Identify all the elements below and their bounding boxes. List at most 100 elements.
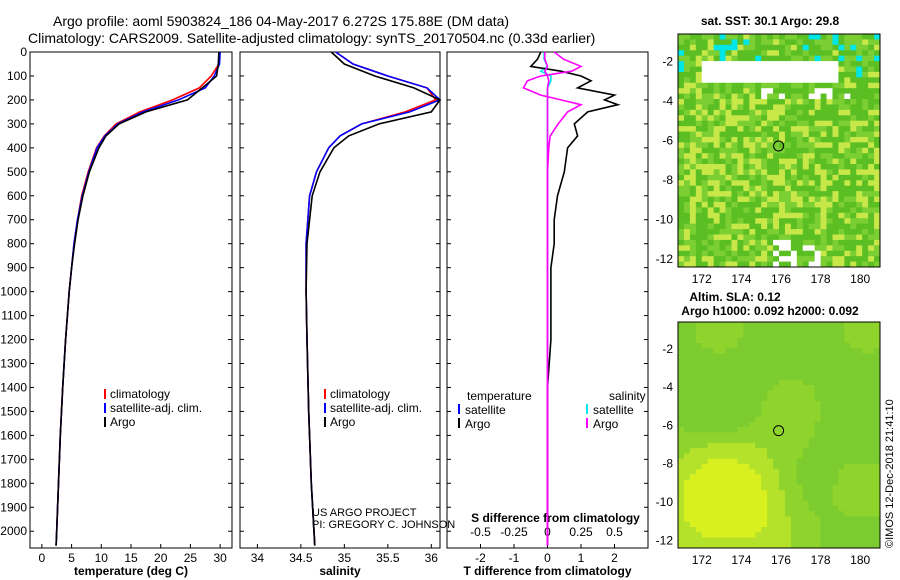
- map-cell: [678, 34, 685, 40]
- map-cell: [749, 537, 756, 544]
- map-cell: [707, 44, 715, 51]
- map-cell: [773, 348, 780, 355]
- map-cell: [725, 44, 732, 51]
- map-cell: [761, 453, 768, 460]
- map-cell: [784, 131, 792, 138]
- map-cell: [850, 136, 857, 143]
- map-cell: [695, 55, 703, 62]
- map-cell: [725, 88, 732, 95]
- map-cell: [850, 185, 857, 192]
- x-axis-label: temperature (deg C): [74, 564, 188, 578]
- map-cell: [749, 343, 756, 349]
- map-ytick-label: -12: [656, 533, 674, 547]
- map-cell: [808, 218, 816, 225]
- map-cell: [826, 395, 833, 402]
- map-cell: [868, 153, 875, 160]
- map-cell: [874, 442, 881, 449]
- map-cell: [856, 201, 863, 208]
- map-cell: [796, 164, 804, 170]
- map-cell: [689, 77, 697, 84]
- map-cell: [755, 66, 762, 73]
- map-cell: [773, 256, 780, 263]
- map-cell: [731, 223, 738, 230]
- map-frame: [677, 321, 881, 549]
- map-cell: [749, 34, 756, 40]
- map-cell: [678, 120, 685, 127]
- map-cell: [850, 332, 857, 339]
- map-cell: [773, 343, 780, 349]
- map-cell: [719, 432, 727, 439]
- map-cell: [850, 337, 857, 344]
- map-cell: [761, 126, 768, 133]
- map-cell: [695, 516, 703, 523]
- map-cell: [755, 343, 762, 349]
- map-cell: [737, 348, 744, 355]
- map-cell: [868, 50, 875, 57]
- map-cell: [784, 411, 792, 418]
- map-cell: [826, 400, 833, 407]
- map-cell: [862, 505, 869, 512]
- map-cell: [814, 191, 822, 198]
- map-cell: [796, 442, 804, 449]
- map-cell: [678, 66, 685, 73]
- map-cell: [808, 147, 816, 154]
- map-cell: [773, 395, 780, 402]
- map-cell: [850, 234, 857, 241]
- map-cell: [826, 34, 833, 40]
- map-cell: [820, 261, 828, 268]
- map-cell: [683, 71, 691, 78]
- map-cell: [796, 93, 804, 100]
- map-cell: [707, 250, 715, 257]
- map-cell: [856, 526, 863, 533]
- map-cell: [844, 82, 851, 89]
- map-cell: [683, 332, 691, 339]
- map-cell: [796, 437, 804, 444]
- map-cell: [796, 395, 804, 402]
- map-cell: [832, 442, 839, 449]
- map-cell: [725, 55, 732, 62]
- map-cell: [814, 400, 822, 407]
- map-cell: [725, 322, 732, 328]
- map-cell: [850, 104, 857, 111]
- map-cell: [874, 169, 881, 176]
- map-cell: [678, 364, 685, 370]
- map-cell: [701, 400, 709, 407]
- map-cell: [707, 153, 715, 160]
- map-cell: [820, 353, 828, 360]
- map-cell: [874, 500, 881, 507]
- map-cell: [832, 71, 839, 78]
- map-cell: [814, 505, 822, 512]
- map-cell: [850, 245, 857, 252]
- map-cell: [678, 516, 685, 523]
- map-cell: [779, 185, 786, 192]
- map-cell: [820, 234, 828, 241]
- map-cell: [838, 484, 845, 491]
- map-cell: [761, 250, 768, 257]
- map-cell: [719, 164, 727, 170]
- map-cell: [725, 50, 732, 57]
- map-cell: [707, 201, 715, 208]
- map-cell: [695, 469, 703, 475]
- map-cell: [790, 532, 798, 538]
- map-cell: [868, 458, 875, 465]
- map-cell: [802, 421, 810, 428]
- map-cell: [826, 385, 833, 391]
- map-cell: [773, 120, 780, 127]
- map-cell: [856, 158, 863, 165]
- map-cell: [707, 207, 715, 214]
- map-cell: [701, 88, 709, 95]
- map-cell: [767, 374, 774, 381]
- map-cell: [737, 104, 744, 111]
- map-cell: [767, 234, 774, 241]
- map-cell: [814, 99, 822, 105]
- map-cell: [814, 374, 822, 381]
- map-cell: [737, 327, 744, 334]
- map-cell: [820, 126, 828, 133]
- map-cell: [761, 411, 768, 418]
- map-cell: [868, 416, 875, 423]
- map-cell: [820, 239, 828, 246]
- map-cell: [862, 322, 869, 328]
- map-cell: [767, 390, 774, 397]
- map-cell: [808, 131, 816, 138]
